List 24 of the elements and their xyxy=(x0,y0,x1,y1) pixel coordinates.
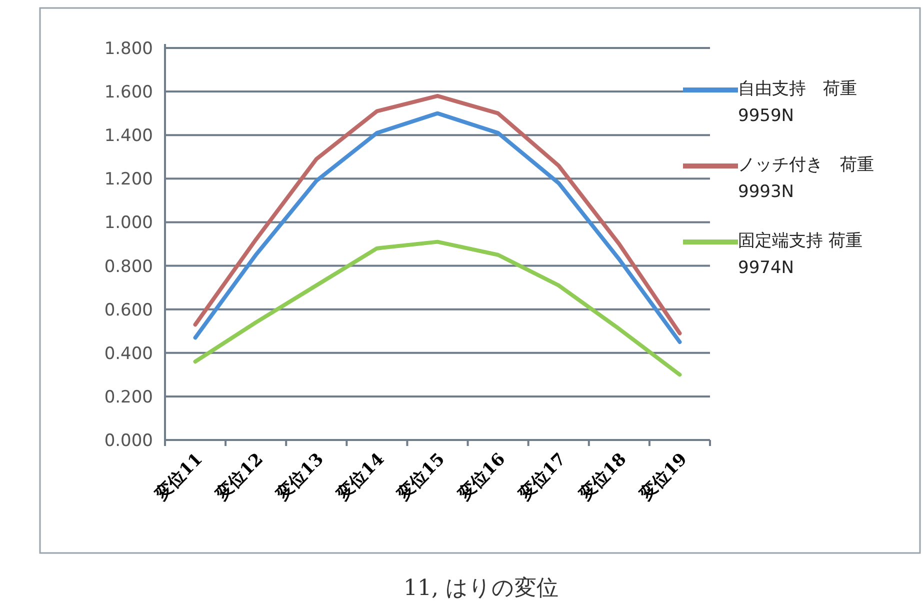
legend-label: 固定端支持 荷重 9974N xyxy=(738,230,864,280)
y-tick-label: 0.600 xyxy=(104,300,153,320)
x-tick-label: 変位19 xyxy=(636,449,692,506)
x-tick-label: 変位16 xyxy=(454,449,510,506)
x-tick-label: 変位14 xyxy=(332,449,389,506)
y-tick-label: 1.200 xyxy=(104,170,153,190)
x-tick-label: 変位11 xyxy=(151,449,207,506)
y-tick-label: 1.800 xyxy=(104,39,153,59)
y-tick-label: 1.600 xyxy=(104,82,153,103)
y-tick-label: 0.000 xyxy=(104,431,153,451)
x-tick-label: 変位18 xyxy=(575,449,631,506)
line-series xyxy=(193,240,682,377)
y-tick-label: 0.800 xyxy=(104,256,153,277)
legend-label: ノッチ付き 荷重 9993N xyxy=(738,154,875,204)
y-tick-label: 0.400 xyxy=(104,344,153,364)
x-tick-label: 変位13 xyxy=(272,449,328,506)
legend-label: 自由支持 荷重 9959N xyxy=(738,78,858,128)
x-tick-label: 変位15 xyxy=(393,449,450,506)
text: 11, はりの変位 xyxy=(404,576,558,601)
y-tick-label: 0.200 xyxy=(104,387,153,408)
x-tick-label: 変位17 xyxy=(514,449,570,506)
x-tick-label: 変位12 xyxy=(212,449,268,506)
y-tick-label: 1.000 xyxy=(104,213,153,234)
y-tick-label: 1.400 xyxy=(104,126,153,146)
